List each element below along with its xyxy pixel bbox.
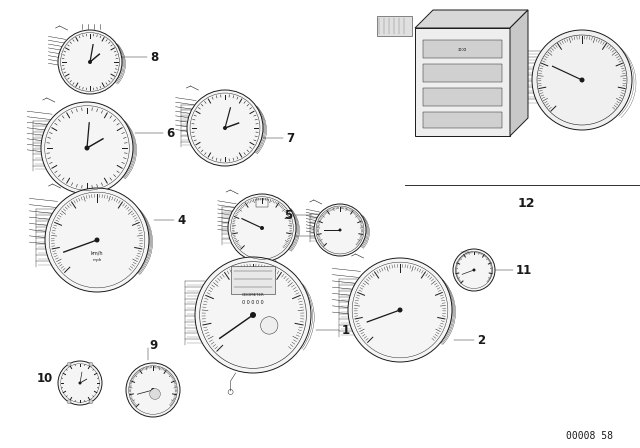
Circle shape	[58, 361, 102, 405]
Circle shape	[89, 362, 93, 366]
Text: ODOMETER: ODOMETER	[242, 293, 264, 297]
Text: 2: 2	[477, 333, 485, 346]
Circle shape	[41, 102, 133, 194]
Text: :o:o: :o:o	[458, 47, 467, 52]
Circle shape	[89, 400, 93, 404]
Text: 3: 3	[317, 229, 325, 242]
Circle shape	[187, 90, 263, 166]
Bar	[415, 28, 510, 136]
Text: 7: 7	[286, 132, 294, 145]
Circle shape	[260, 226, 264, 230]
Circle shape	[95, 237, 99, 242]
Circle shape	[532, 30, 632, 130]
Circle shape	[348, 258, 452, 362]
Circle shape	[45, 188, 149, 292]
Text: 0 0 0 0 0: 0 0 0 0 0	[242, 300, 264, 305]
Circle shape	[453, 249, 495, 291]
Bar	[231, 266, 275, 294]
Circle shape	[126, 363, 180, 417]
Text: 10: 10	[36, 371, 53, 384]
Text: 00008 58: 00008 58	[566, 431, 614, 441]
Text: 11: 11	[516, 263, 532, 276]
Bar	[423, 88, 502, 106]
Polygon shape	[415, 10, 528, 28]
Circle shape	[58, 30, 122, 94]
Circle shape	[339, 228, 342, 232]
Circle shape	[397, 307, 403, 313]
Circle shape	[223, 126, 227, 130]
Text: 4: 4	[177, 214, 185, 227]
Circle shape	[84, 146, 90, 151]
Text: mph: mph	[92, 258, 102, 262]
Circle shape	[67, 362, 71, 366]
Bar	[256, 199, 268, 207]
Circle shape	[195, 257, 311, 373]
Circle shape	[260, 317, 278, 334]
Circle shape	[88, 60, 92, 64]
Circle shape	[79, 382, 81, 384]
Circle shape	[472, 268, 476, 271]
Circle shape	[150, 388, 161, 400]
Text: 6: 6	[166, 126, 174, 139]
Text: 12: 12	[517, 197, 535, 210]
Bar	[423, 40, 502, 58]
Circle shape	[67, 400, 71, 404]
Bar	[423, 64, 502, 82]
Text: 1: 1	[342, 323, 350, 336]
Polygon shape	[510, 10, 528, 136]
Text: 5: 5	[284, 208, 292, 221]
Circle shape	[250, 312, 256, 318]
Circle shape	[314, 204, 366, 256]
Text: 9: 9	[149, 339, 157, 352]
Text: km/h: km/h	[91, 250, 103, 255]
Circle shape	[228, 194, 296, 262]
Text: 8: 8	[150, 51, 158, 64]
Circle shape	[579, 78, 584, 82]
Bar	[423, 112, 502, 128]
Bar	[377, 16, 412, 36]
Circle shape	[151, 388, 155, 392]
